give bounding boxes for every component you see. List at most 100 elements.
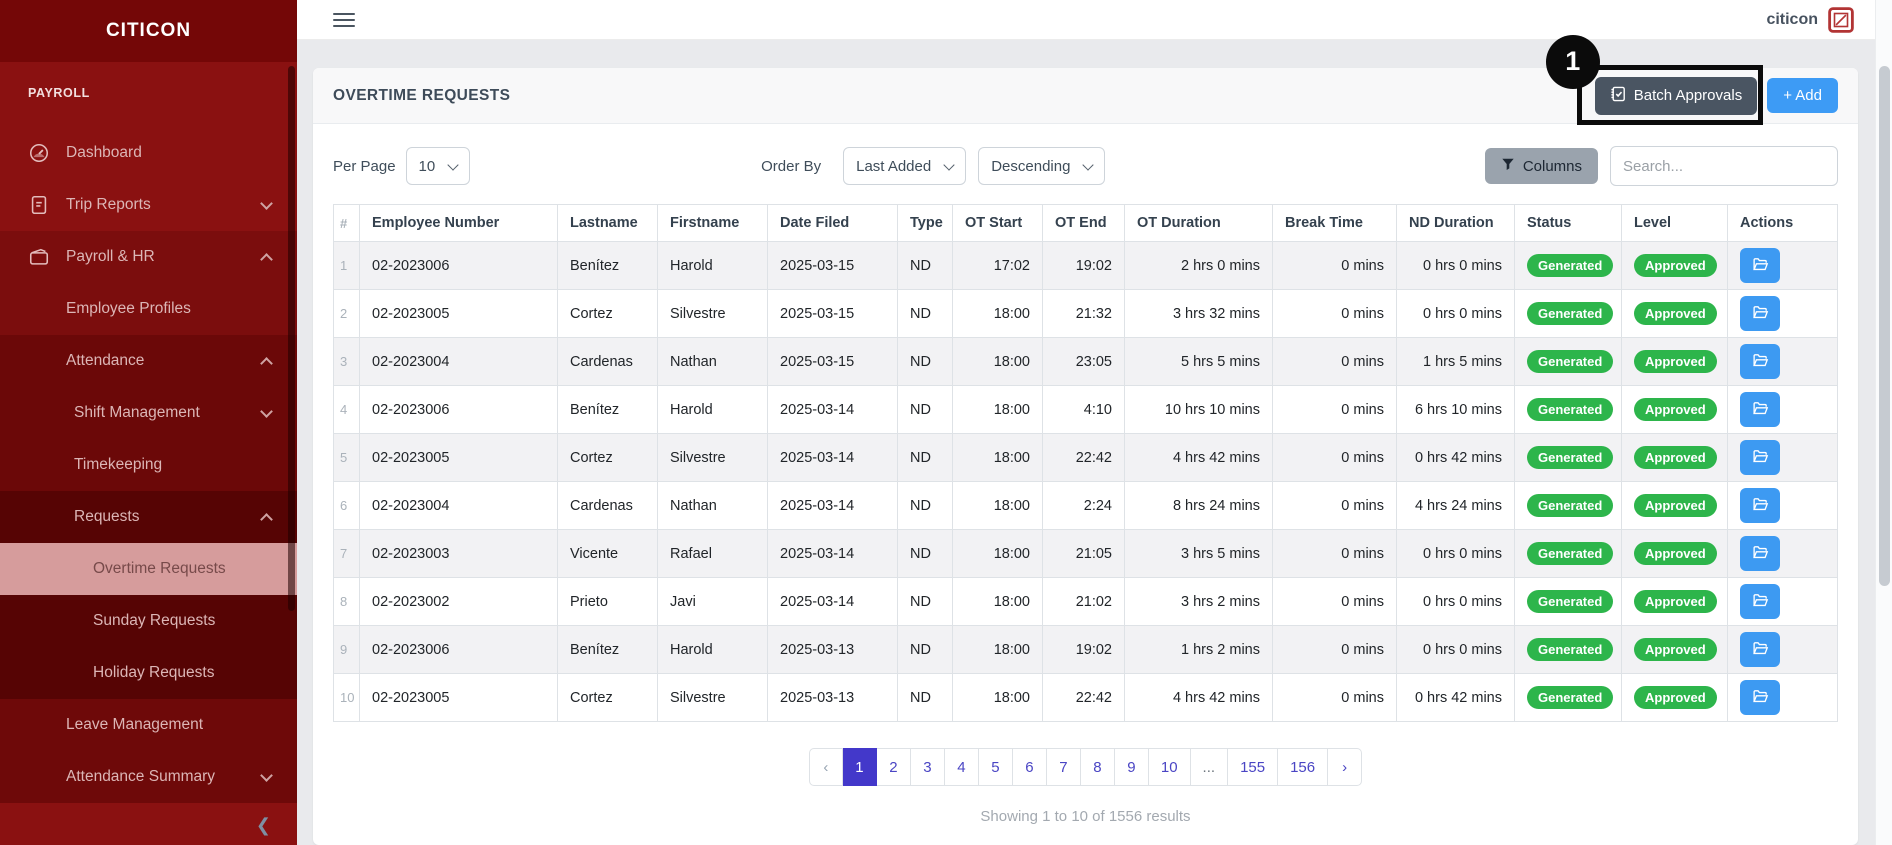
chevron-down-icon: [260, 768, 273, 782]
cell-ot-end: 4:10: [1042, 385, 1125, 434]
cell-actions: [1727, 241, 1838, 290]
search-input[interactable]: [1610, 146, 1838, 186]
order-by-select[interactable]: Last Added: [843, 147, 967, 185]
pagination-page-1[interactable]: 1: [842, 748, 877, 786]
batch-approvals-button[interactable]: Batch Approvals: [1594, 76, 1758, 115]
cell-employee-number: 02-2023006: [359, 241, 558, 290]
cell-date-filed: 2025-03-14: [767, 481, 898, 530]
chevron-down-icon: [260, 404, 273, 418]
cell-employee-number: 02-2023006: [359, 625, 558, 674]
open-record-button[interactable]: [1740, 536, 1780, 571]
topbar: citicon: [297, 0, 1892, 40]
folder-open-icon: [1752, 352, 1769, 372]
pagination-page-6[interactable]: 6: [1012, 748, 1047, 786]
sidebar-collapse-button[interactable]: ❮: [0, 805, 297, 845]
cell-num: 9: [333, 625, 360, 674]
cell-ot-end: 23:05: [1042, 337, 1125, 386]
pagination-page-9[interactable]: 9: [1114, 748, 1149, 786]
pagination-page-4[interactable]: 4: [944, 748, 979, 786]
open-record-button[interactable]: [1740, 680, 1780, 715]
window-scrollbar[interactable]: [1875, 0, 1892, 845]
sidebar-item-leave-management[interactable]: Leave Management: [0, 699, 297, 751]
pagination-page-10[interactable]: 10: [1148, 748, 1191, 786]
status-badge: Generated: [1527, 590, 1614, 613]
sidebar-item-attendance[interactable]: Attendance: [0, 335, 297, 387]
cell-nd-duration: 0 hrs 42 mins: [1396, 673, 1515, 722]
chevron-down-icon: [1082, 158, 1095, 171]
pagination-next-button[interactable]: ›: [1328, 748, 1363, 786]
column-header-nd-duration: ND Duration: [1396, 204, 1515, 242]
sidebar-item-overtime-requests[interactable]: Overtime Requests: [0, 543, 297, 595]
cell-num: 2: [333, 289, 360, 338]
pagination-prev-button[interactable]: ‹: [808, 748, 843, 786]
column-header-ot-duration: OT Duration: [1124, 204, 1273, 242]
order-direction-select[interactable]: Descending: [978, 147, 1106, 185]
pagination-page-5[interactable]: 5: [978, 748, 1013, 786]
cell-break-time: 0 mins: [1272, 577, 1397, 626]
cell-ot-duration: 8 hrs 24 mins: [1124, 481, 1273, 530]
cell-num: 8: [333, 577, 360, 626]
cell-ot-duration: 10 hrs 10 mins: [1124, 385, 1273, 434]
cell-firstname: Rafael: [657, 529, 768, 578]
cell-ot-start: 17:02: [952, 241, 1043, 290]
cell-lastname: Prieto: [557, 577, 658, 626]
cell-nd-duration: 4 hrs 24 mins: [1396, 481, 1515, 530]
document-icon: [28, 194, 50, 216]
open-record-button[interactable]: [1740, 584, 1780, 619]
open-record-button[interactable]: [1740, 632, 1780, 667]
cell-break-time: 0 mins: [1272, 385, 1397, 434]
pagination-page-2[interactable]: 2: [876, 748, 911, 786]
open-record-button[interactable]: [1740, 248, 1780, 283]
sidebar-item-dashboard[interactable]: Dashboard: [0, 127, 297, 179]
cell-level: Approved: [1621, 337, 1728, 386]
folder-open-icon: [1752, 544, 1769, 564]
open-record-button[interactable]: [1740, 344, 1780, 379]
pagination-page-156[interactable]: 156: [1278, 748, 1329, 786]
column-header-ot-start: OT Start: [952, 204, 1043, 242]
level-badge: Approved: [1634, 446, 1717, 469]
columns-button[interactable]: Columns: [1484, 148, 1598, 184]
column-header-break-time: Break Time: [1272, 204, 1397, 242]
pagination-page-7[interactable]: 7: [1046, 748, 1081, 786]
sidebar-item-requests[interactable]: Requests: [0, 491, 297, 543]
add-button[interactable]: + Add: [1767, 78, 1838, 113]
cell-employee-number: 02-2023005: [359, 289, 558, 338]
chevron-down-icon: [447, 158, 459, 171]
sidebar-item-payroll-hr[interactable]: Payroll & HR: [0, 231, 297, 283]
open-record-button[interactable]: [1740, 392, 1780, 427]
sidebar-item-employee-profiles[interactable]: Employee Profiles: [0, 283, 297, 335]
open-record-button[interactable]: [1740, 296, 1780, 331]
sidebar-item-trip-reports[interactable]: Trip Reports: [0, 179, 297, 231]
cell-firstname: Nathan: [657, 337, 768, 386]
window-scrollbar-thumb[interactable]: [1879, 66, 1890, 586]
sidebar-item-shift-management[interactable]: Shift Management: [0, 387, 297, 439]
menu-toggle-icon[interactable]: [333, 9, 355, 31]
sidebar-item-holiday-requests[interactable]: Holiday Requests: [0, 647, 297, 699]
cell-nd-duration: 0 hrs 0 mins: [1396, 577, 1515, 626]
cell-firstname: Nathan: [657, 481, 768, 530]
cell-status: Generated: [1514, 337, 1622, 386]
cell-type: ND: [897, 529, 953, 578]
sidebar-scrollbar[interactable]: [288, 66, 295, 611]
cell-type: ND: [897, 289, 953, 338]
pagination-page-155[interactable]: 155: [1228, 748, 1279, 786]
sidebar-item-sunday-requests[interactable]: Sunday Requests: [0, 595, 297, 647]
per-page-select[interactable]: 10: [405, 147, 471, 185]
pagination-ellipsis: ...: [1190, 748, 1229, 786]
cell-ot-start: 18:00: [952, 385, 1043, 434]
cell-ot-end: 19:02: [1042, 241, 1125, 290]
open-record-button[interactable]: [1740, 440, 1780, 475]
sidebar-item-label: Timekeeping: [74, 456, 163, 473]
cell-employee-number: 02-2023003: [359, 529, 558, 578]
status-badge: Generated: [1527, 302, 1614, 325]
column-header-employee-number: Employee Number: [359, 204, 558, 242]
page-title: OVERTIME REQUESTS: [333, 86, 511, 104]
sidebar-item-timekeeping[interactable]: Timekeeping: [0, 439, 297, 491]
sidebar-section-label: PAYROLL: [28, 86, 90, 100]
sidebar-item-attendance-summary[interactable]: Attendance Summary: [0, 751, 297, 803]
pagination-page-8[interactable]: 8: [1080, 748, 1115, 786]
open-record-button[interactable]: [1740, 488, 1780, 523]
cell-ot-start: 18:00: [952, 673, 1043, 722]
cell-break-time: 0 mins: [1272, 337, 1397, 386]
pagination-page-3[interactable]: 3: [910, 748, 945, 786]
